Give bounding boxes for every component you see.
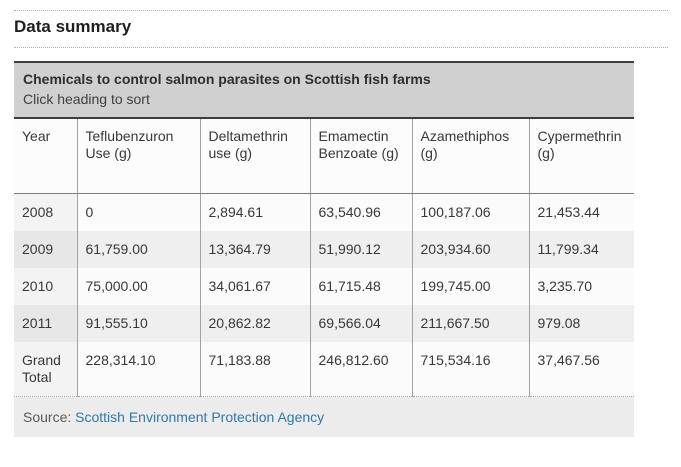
table-cell: 203,934.60: [411, 231, 529, 268]
table-cell: 228,314.10: [76, 342, 200, 397]
table-cell: 979.08: [528, 305, 634, 342]
table-cell: 91,555.10: [76, 305, 200, 342]
table-cell: 20,862.82: [199, 305, 310, 342]
table-cell: 3,235.70: [528, 268, 634, 305]
table-cell: 37,467.56: [528, 342, 634, 397]
source-footer: Source: Scottish Environment Protection …: [14, 397, 634, 437]
table-cell: 75,000.00: [76, 268, 200, 305]
table-cell: 61,715.48: [309, 268, 412, 305]
table-cell: 69,566.04: [309, 305, 412, 342]
table-cell: 11,799.34: [528, 231, 634, 268]
table-cell: 71,183.88: [199, 342, 310, 397]
row-header: 2010: [14, 268, 77, 305]
column-header-3[interactable]: Emamectin Benzoate (g): [309, 119, 412, 194]
table-cell: 51,990.12: [309, 231, 412, 268]
column-header-5[interactable]: Cypermethrin (g): [528, 119, 634, 194]
column-header-0[interactable]: Year: [14, 119, 77, 194]
table-cell: 199,745.00: [411, 268, 529, 305]
chemicals-table: Year Teflubenzuron Use (g) Deltamethrin us…: [14, 119, 634, 397]
table-cell: 21,453.44: [528, 193, 634, 231]
data-summary-widget: Chemicals to control salmon parasites on…: [14, 61, 634, 437]
table-body: 2008 0 2,894.61 63,540.96 100,187.06 21,453.4…: [14, 193, 634, 397]
table-row-2008: 2008 0 2,894.61 63,540.96 100,187.06 21,453.4…: [14, 193, 634, 231]
table-cell: 13,364.79: [199, 231, 310, 268]
row-header: 2009: [14, 231, 77, 268]
table-row-2010: 2010 75,000.00 34,061.67 61,715.48 199,745.0…: [14, 268, 634, 305]
page-title: Data summary: [14, 17, 132, 36]
table-row-2009: 2009 61,759.00 13,364.79 51,990.12 203,934.6…: [14, 231, 634, 268]
column-header-1[interactable]: Teflubenzuron Use (g): [76, 119, 200, 194]
header-row: Year Teflubenzuron Use (g) Deltamethrin us…: [14, 119, 634, 194]
table-cell: 715,534.16: [411, 342, 529, 397]
table-cell: 2,894.61: [199, 193, 310, 231]
table-caption-subtitle: Click heading to sort: [23, 91, 150, 107]
row-header: 2008: [14, 193, 77, 231]
table-row-2011: 2011 91,555.10 20,862.82 69,566.04 211,667.5…: [14, 305, 634, 342]
row-header: Grand Total: [14, 342, 77, 397]
table-caption-title: Chemicals to control salmon parasites on…: [23, 71, 431, 87]
table-caption: Chemicals to control salmon parasites on…: [14, 61, 634, 119]
column-header-2[interactable]: Deltamethrin use (g): [199, 119, 310, 194]
table-cell: 246,812.60: [309, 342, 412, 397]
table-cell: 34,061.67: [199, 268, 310, 305]
table-cell: 63,540.96: [309, 193, 412, 231]
table-row-grand-total: Grand Total 228,314.10 71,183.88 246,812.60…: [14, 342, 634, 397]
table-cell: 0: [76, 193, 200, 231]
source-link[interactable]: Scottish Environment Protection Agency: [75, 409, 325, 425]
row-header: 2011: [14, 305, 77, 342]
table-cell: 100,187.06: [411, 193, 529, 231]
table-cell: 211,667.50: [411, 305, 529, 342]
page-header: Data summary: [14, 10, 668, 48]
source-label: Source:: [23, 409, 72, 425]
column-header-4[interactable]: Azamethiphos (g): [411, 119, 529, 194]
table-cell: 61,759.00: [76, 231, 200, 268]
